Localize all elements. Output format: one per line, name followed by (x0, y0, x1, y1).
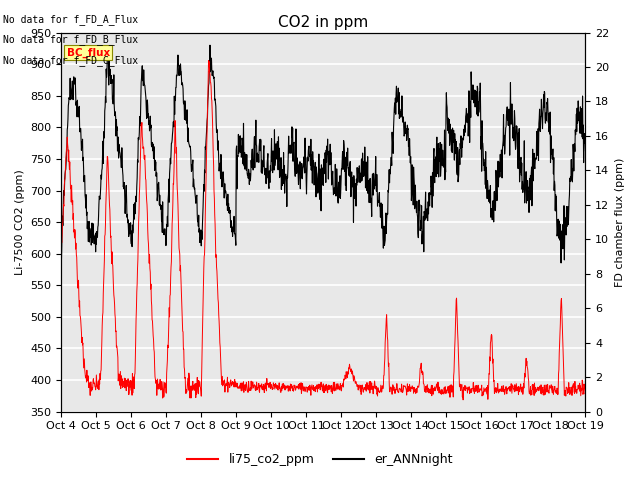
Y-axis label: Li-7500 CO2 (ppm): Li-7500 CO2 (ppm) (15, 169, 25, 275)
Text: No data for f_FD_C_Flux: No data for f_FD_C_Flux (3, 55, 138, 66)
Text: BC_flux: BC_flux (67, 48, 110, 58)
Y-axis label: FD chamber flux (ppm): FD chamber flux (ppm) (615, 157, 625, 287)
Text: No data for f_FD_A_Flux: No data for f_FD_A_Flux (3, 14, 138, 25)
Text: No data for f_FD_B_Flux: No data for f_FD_B_Flux (3, 35, 138, 46)
Legend: li75_co2_ppm, er_ANNnight: li75_co2_ppm, er_ANNnight (182, 448, 458, 471)
Title: CO2 in ppm: CO2 in ppm (278, 15, 369, 30)
